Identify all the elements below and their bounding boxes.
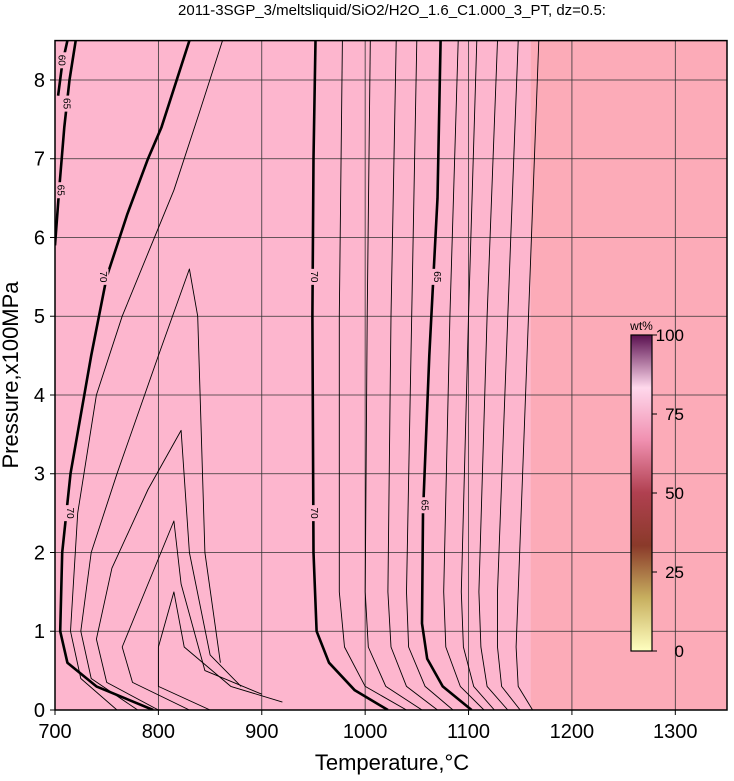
contour-line <box>121 520 262 711</box>
contour-line <box>364 40 423 711</box>
region <box>55 40 531 711</box>
contour-line <box>420 40 473 711</box>
x-tick-label: 800 <box>142 721 175 743</box>
contour-label: 70 <box>64 508 75 520</box>
contour-label: 65 <box>55 185 66 197</box>
plot-area: 70 70 70 70 65 65 65 65 60 <box>55 40 727 711</box>
y-axis-label: Pressure,x100MPa <box>0 281 23 469</box>
contour-label: 65 <box>431 271 442 283</box>
contour-line <box>478 40 509 711</box>
colorbar-tick-label: 75 <box>665 405 684 424</box>
colorbar-tick-label: 0 <box>675 642 684 661</box>
contour-line <box>406 40 454 711</box>
y-tick-label: 6 <box>34 227 45 249</box>
colorbar-tick-label: 100 <box>656 326 684 345</box>
contour-label-group: 70 <box>307 268 320 285</box>
colorbar-tick-label: 25 <box>665 563 684 582</box>
contour-label-bg <box>55 52 68 69</box>
x-tick-label: 1100 <box>447 721 490 743</box>
contour-label: 65 <box>418 500 429 512</box>
colorbar-label: wt% <box>629 319 653 333</box>
contour-label-bg <box>418 497 431 514</box>
contour-label-bg <box>307 268 320 285</box>
contour-label-bg <box>55 182 67 199</box>
contour-label-group: 60 <box>55 52 68 69</box>
y-tick-label: 0 <box>34 700 45 722</box>
contour-label-bg <box>63 505 76 522</box>
x-tick-label: 1300 <box>653 721 698 743</box>
x-tick-label: 700 <box>38 721 71 743</box>
y-tick-label: 4 <box>34 385 45 407</box>
contour-line <box>55 40 77 246</box>
y-tick-label: 3 <box>34 464 45 486</box>
contour-label-group: 70 <box>63 505 76 522</box>
y-tick-label: 8 <box>34 70 45 92</box>
contour-line <box>460 40 495 711</box>
contour-label: 70 <box>308 508 319 520</box>
contour-label-group: 70 <box>96 268 109 285</box>
contour-line <box>497 40 521 711</box>
contour-label: 70 <box>308 271 319 283</box>
contour-line <box>70 40 223 711</box>
region <box>530 40 727 711</box>
contour-label: 60 <box>56 55 67 67</box>
contour-label-group: 65 <box>418 497 431 514</box>
contour-line <box>157 591 283 711</box>
contour-label-bg <box>307 505 320 522</box>
contour-label: 70 <box>97 271 108 283</box>
x-tick-label: 900 <box>245 721 278 743</box>
contour-label-bg <box>430 268 443 285</box>
contour-label-group: 70 <box>307 505 320 522</box>
contour-line <box>80 268 221 711</box>
y-tick-label: 7 <box>34 149 45 171</box>
colorbar <box>630 334 653 652</box>
y-tick-label: 5 <box>34 306 45 328</box>
contour-line <box>515 40 540 711</box>
contour-label: 65 <box>61 98 72 110</box>
y-tick-label: 1 <box>34 621 45 643</box>
contour-line <box>311 40 389 711</box>
contour-line <box>338 40 407 711</box>
x-axis-label: Temperature,°C <box>315 750 469 775</box>
contour-label-group: 65 <box>60 95 73 112</box>
colorbar-tick-label: 50 <box>665 484 684 503</box>
x-tick-label: 1200 <box>550 721 595 743</box>
plot-frame <box>54 39 728 711</box>
chart-title: 2011-3SGP_3/meltsliquid/SiO2/H2O_1.6_C1.… <box>178 2 606 19</box>
contour-label-bg <box>60 95 73 112</box>
contour-line <box>387 40 438 711</box>
contour-line <box>95 429 242 711</box>
contour-line <box>443 40 485 711</box>
y-tick-label: 2 <box>34 542 45 564</box>
contour-label-bg <box>96 268 109 285</box>
contour-line <box>58 40 191 711</box>
x-tick-label: 1000 <box>343 721 388 743</box>
contour-label-group: 65 <box>430 268 443 285</box>
contour-label-group: 65 <box>55 182 67 199</box>
